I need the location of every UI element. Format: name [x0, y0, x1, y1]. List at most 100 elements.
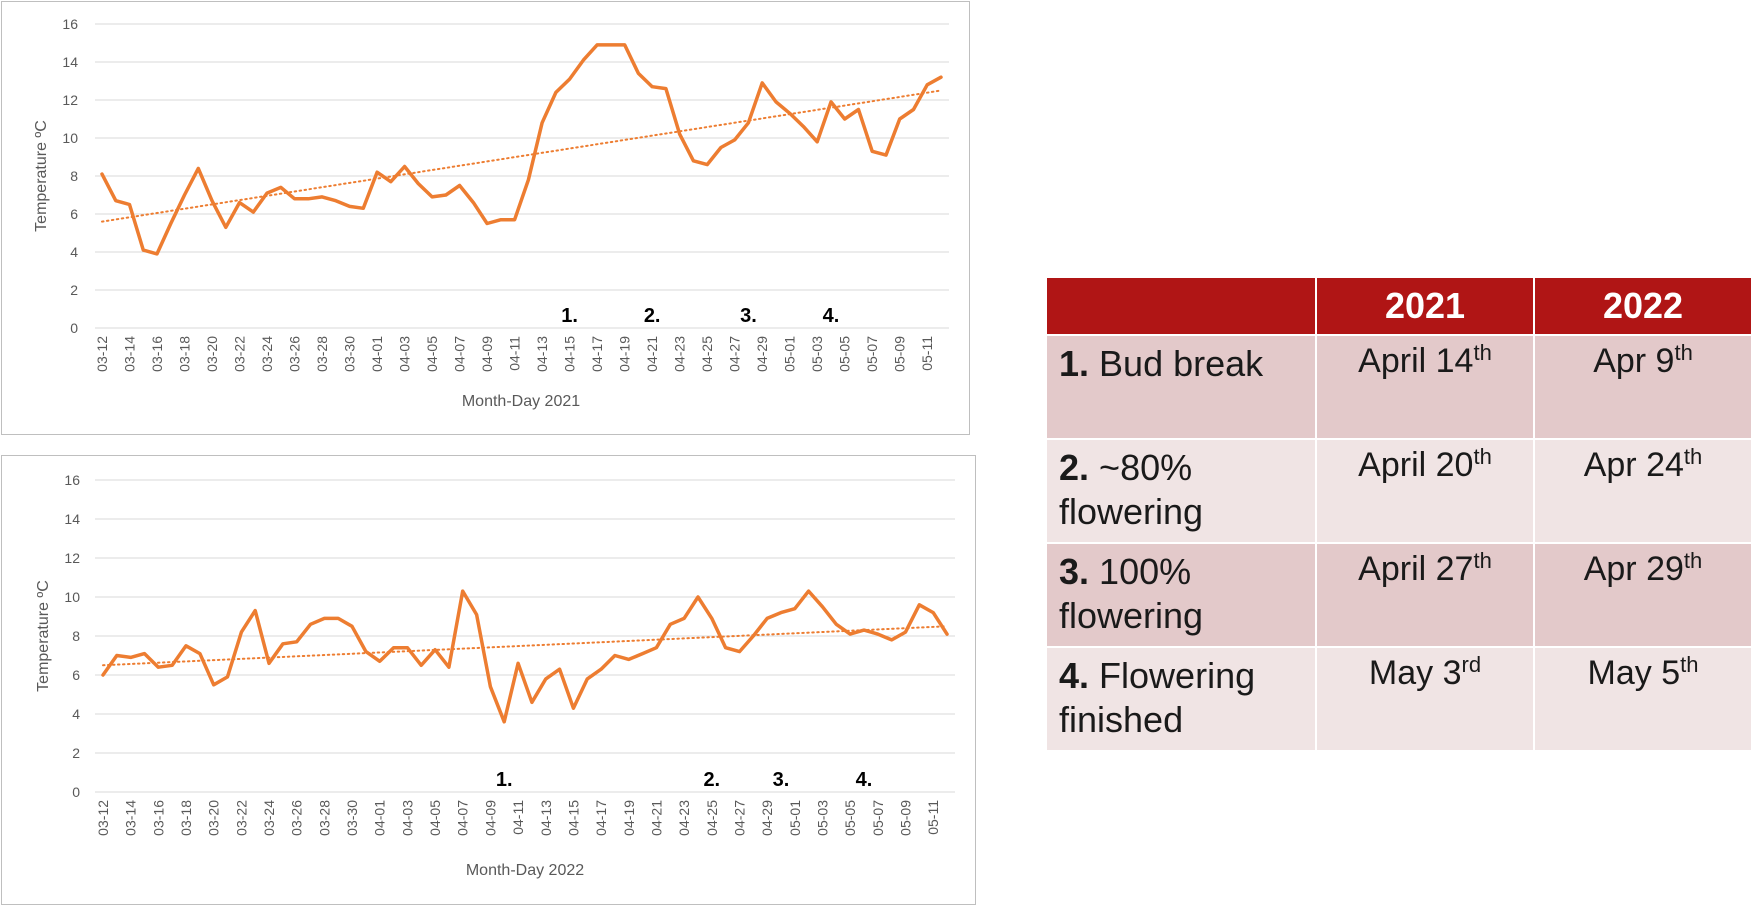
- table-row-flowering-finished: 4. Flowering finished May 3rd May 5th: [1045, 646, 1752, 752]
- x-tick-label: 04-27: [731, 800, 747, 836]
- x-tick-label: 04-15: [562, 336, 578, 372]
- x-tick-label: 03-14: [123, 800, 139, 836]
- date-2021: April 27th: [1315, 542, 1535, 648]
- stage-cell: 4. Flowering finished: [1045, 646, 1317, 752]
- x-tick-label: 04-19: [617, 336, 633, 372]
- stage-marker-label: 2.: [644, 305, 661, 327]
- stage-label: 100% flowering: [1059, 551, 1204, 636]
- y-tick-label: 12: [62, 92, 78, 108]
- x-tick-label: 05-09: [892, 336, 908, 372]
- x-tick-label: 04-21: [648, 800, 664, 836]
- table-header-row: 2021 2022: [1045, 276, 1752, 336]
- x-tick-label: 03-30: [344, 800, 360, 836]
- stage-label: Flowering finished: [1059, 655, 1256, 740]
- trendline: [101, 89, 942, 223]
- chart-2022: 0 2 4 6 8 10 12 14 16 03-12 03-14 03-16 03-18 03-20 03…: [1, 455, 976, 905]
- x-tick-label: 05-11: [919, 336, 935, 371]
- x-tick-label: 04-17: [589, 336, 605, 372]
- x-tick-label: 04-13: [538, 800, 554, 836]
- x-tick-label: 04-07: [455, 800, 471, 836]
- x-tick-label: 03-30: [342, 336, 358, 372]
- x-tick-label: 04-05: [427, 800, 443, 836]
- y-axis-title: Temperature ºC: [33, 120, 50, 232]
- x-tick-label: 04-05: [424, 336, 440, 372]
- y-tick-label: 14: [62, 54, 78, 70]
- stage-number: 4.: [1059, 655, 1090, 696]
- x-tick-label: 04-07: [452, 336, 468, 372]
- table-row-80-flowering: 2. ~80% flowering April 20th Apr 24th: [1045, 438, 1752, 544]
- x-tick-label: 04-25: [699, 336, 715, 372]
- date-suffix: th: [1674, 340, 1693, 365]
- y-tick-label: 2: [72, 745, 80, 761]
- date-2021: April 14th: [1315, 334, 1535, 440]
- date-text: April 14: [1358, 342, 1474, 380]
- stage-number: 1.: [1059, 343, 1090, 384]
- table-row-bud-break: 1. Bud break April 14th Apr 9th: [1045, 334, 1752, 440]
- date-text: April 27: [1358, 550, 1474, 588]
- stage-label: ~80% flowering: [1059, 447, 1204, 532]
- x-tick-label: 05-01: [787, 800, 803, 836]
- x-tick-label: 04-25: [704, 800, 720, 836]
- x-tick-label: 04-23: [672, 336, 688, 372]
- x-tick-label: 04-27: [727, 336, 743, 372]
- x-tick-label: 03-12: [95, 800, 111, 836]
- header-2021: 2021: [1315, 276, 1535, 336]
- date-2021: April 20th: [1315, 438, 1535, 544]
- x-axis-title: Month-Day 2022: [466, 862, 584, 879]
- date-text: Apr 9: [1593, 342, 1675, 380]
- x-tick-label: 04-09: [482, 800, 498, 836]
- stage-marker-label: 3.: [773, 769, 790, 791]
- x-tick-label: 03-26: [287, 336, 303, 372]
- x-tick-label: 03-22: [232, 336, 248, 372]
- trendline: [102, 625, 948, 667]
- x-tick-label: 04-23: [676, 800, 692, 836]
- y-tick-label: 8: [72, 628, 80, 644]
- chart-2021-svg: 0 2 4 6 8 10 12 14 16 03-12 03-14 03-16 03-18 03-20 03…: [33, 16, 949, 410]
- x-tick-label: 05-07: [870, 800, 886, 836]
- chart-2021: 0 2 4 6 8 10 12 14 16 03-12 03-14 03-16 03-18 03-20 03…: [1, 1, 970, 435]
- x-tick-label: 03-20: [206, 800, 222, 836]
- date-suffix: th: [1473, 340, 1492, 365]
- y-tick-label: 16: [64, 472, 80, 488]
- y-tick-label: 6: [72, 667, 80, 683]
- stage-marker-label: 1.: [561, 305, 578, 327]
- date-text: May 5: [1587, 654, 1681, 692]
- x-tick-label: 04-15: [565, 800, 581, 836]
- x-tick-label: 05-09: [897, 800, 913, 836]
- date-suffix: rd: [1461, 652, 1482, 677]
- x-tick-label: 03-28: [314, 336, 330, 372]
- date-text: Apr 24: [1583, 446, 1684, 484]
- stage-marker-label: 1.: [496, 769, 513, 791]
- x-axis-title: Month-Day 2021: [462, 393, 580, 410]
- x-tick-label: 04-17: [593, 800, 609, 836]
- stage-number: 2.: [1059, 447, 1090, 488]
- stage-cell: 1. Bud break: [1045, 334, 1317, 440]
- x-tick-label: 03-16: [150, 800, 166, 836]
- y-tick-label: 8: [70, 168, 78, 184]
- date-suffix: th: [1683, 548, 1703, 573]
- date-2022: Apr 24th: [1533, 438, 1752, 544]
- stage-cell: 3. 100% flowering: [1045, 542, 1317, 648]
- x-tick-label: 05-07: [864, 336, 880, 372]
- y-tick-label: 4: [70, 244, 78, 260]
- y-tick-label: 2: [70, 282, 78, 298]
- x-tick-label: 03-12: [94, 336, 110, 372]
- stage-marker-label: 4.: [823, 305, 840, 327]
- x-tick-label: 04-03: [399, 800, 415, 836]
- x-tick-label: 04-03: [397, 336, 413, 372]
- y-axis-title: Temperature ºC: [35, 580, 52, 692]
- x-tick-label: 05-05: [842, 800, 858, 836]
- date-suffix: th: [1680, 652, 1699, 677]
- x-tick-label: 03-22: [233, 800, 249, 836]
- y-tick-label: 16: [62, 16, 78, 32]
- x-tick-label: 03-26: [289, 800, 305, 836]
- stage-cell: 2. ~80% flowering: [1045, 438, 1317, 544]
- date-2022: Apr 29th: [1533, 542, 1752, 648]
- date-2022: May 5th: [1533, 646, 1752, 752]
- x-tick-label: 04-09: [479, 336, 495, 372]
- x-tick-label: 03-20: [204, 336, 220, 372]
- stage-marker-label: 3.: [740, 305, 757, 327]
- x-tick-label: 04-11: [510, 800, 526, 835]
- x-tick-label: 04-21: [644, 336, 660, 372]
- header-2022: 2022: [1533, 276, 1752, 336]
